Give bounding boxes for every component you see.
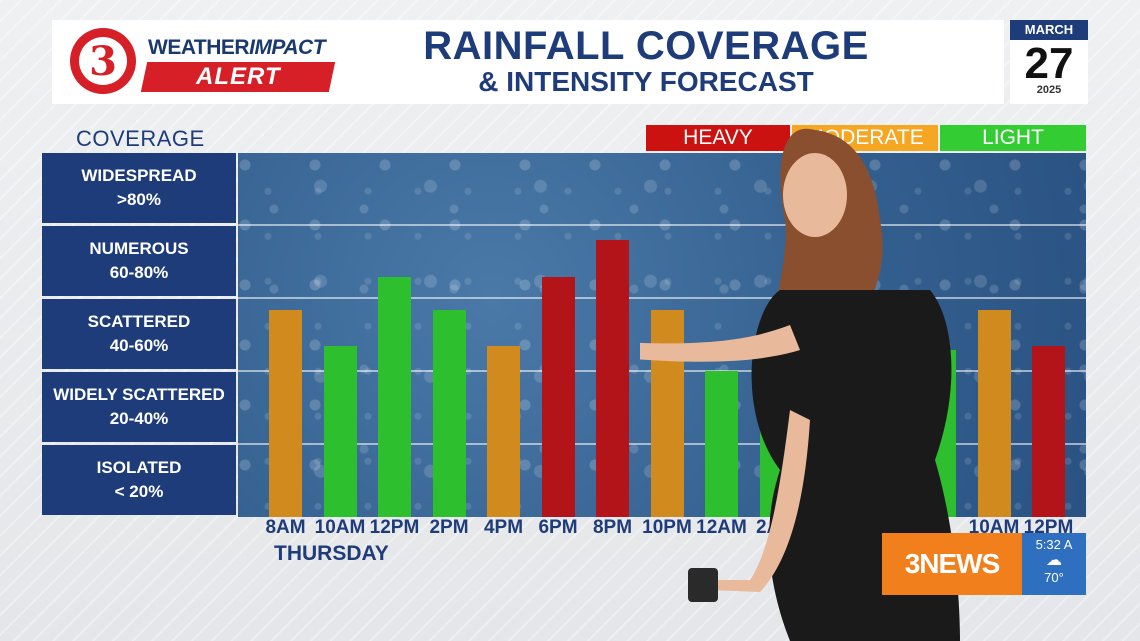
day-label: THURSDAY [274,542,389,565]
brand-impact: IMPACT [249,36,326,59]
date-year: 2025 [1036,84,1062,96]
row-name: ISOLATED [96,458,182,477]
legend-heavy-label: HEAVY [683,126,753,149]
row-name: WIDELY SCATTERED [53,385,225,404]
date-month: MARCH [1010,20,1088,40]
x-tick-label: 6PM [538,517,578,538]
x-tick-label: 10AM [314,517,366,538]
current-weather-bug: 5:32 A ☁ 70° [1022,533,1086,595]
bar-12pm-14 [1032,345,1065,517]
x-tick-label: 10PM [642,517,692,538]
legend-light-label: LIGHT [982,126,1044,149]
gridline [238,224,1086,226]
gridline [238,297,1086,299]
row-range: < 20% [114,482,164,501]
brand-weather: WEATHER [148,36,250,59]
row-range: 40-60% [109,336,169,355]
row-label-isolated: ISOLATED < 20% [42,445,236,515]
x-tick-label: 8AM [265,517,306,538]
x-tick-label: 8PM [592,517,633,538]
date-day: 27 [1024,39,1074,88]
bar-12pm-2 [378,276,411,517]
x-tick-label: 10AM [968,517,1020,538]
row-name: SCATTERED [87,312,191,331]
alert-banner: ALERT [140,62,336,92]
page-title: RAINFALL COVERAGE [423,24,869,68]
bar-10am-13 [977,309,1011,517]
row-label-scattered: SCATTERED 40-60% [42,299,236,369]
bar-2pm-3 [432,309,466,517]
page-subtitle: & INTENSITY FORECAST [478,66,814,97]
x-tick-label: 4PM [483,517,524,538]
station-logo: 3 WEATHERIMPACT ALERT [70,26,360,96]
bar-4pm-4 [487,345,520,517]
x-tick-label: 12PM [1023,517,1074,538]
current-temp: 70° [1044,570,1064,585]
x-tick-label: 2PM [429,517,469,538]
x-tick-label: 12PM [369,517,420,538]
legend-light: LIGHT [940,125,1086,151]
row-label-widely-scattered: WIDELY SCATTERED 20-40% [42,372,236,442]
legend-heavy: HEAVY [646,125,790,151]
coverage-axis-label: COVERAGE [76,126,205,151]
bar-10am-1 [323,345,357,517]
x-tick-label: 12AM [696,517,747,538]
row-name: NUMEROUS [89,239,189,258]
row-label-widespread: WIDESPREAD >80% [42,153,236,223]
row-range: 20-40% [109,409,169,428]
row-label-numerous: NUMEROUS 60-80% [42,226,236,296]
bar-8pm-6 [596,240,629,517]
current-time: 5:32 A [1035,537,1073,552]
bar-8am-0 [269,309,302,517]
weather-impact-brand: WEATHERIMPACT [148,36,326,60]
alert-label: ALERT [195,63,281,90]
row-range: 60-80% [109,263,169,282]
date-box: MARCH 27 2025 [1010,20,1088,104]
channel-3-logo-icon: 3 [70,28,136,94]
cloud-rain-icon: ☁ [1046,552,1062,569]
row-range: >80% [117,190,161,209]
bar-12am-8 [705,371,738,517]
header-bar: 3 WEATHERIMPACT ALERT RAINFALL COVERAGE … [52,20,1004,104]
row-name: WIDESPREAD [81,166,197,185]
station-news-bug: 3NEWS [882,533,1022,595]
bar-6pm-5 [541,276,575,517]
